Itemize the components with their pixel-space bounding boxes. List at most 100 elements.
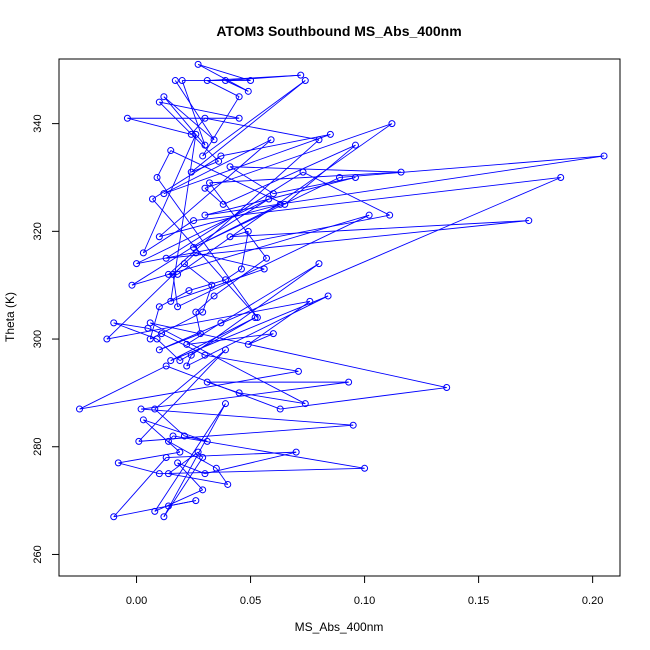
data-point [164,270,172,278]
data-point [153,335,161,343]
series-line-segment [204,155,605,216]
data-point [221,346,229,354]
data-point [162,454,170,462]
data-point [443,384,451,392]
series-line-segment [168,451,199,475]
data-point [180,260,188,268]
data-point [600,152,608,160]
series-line-segment [136,214,390,265]
data-point [265,195,273,203]
data-point [299,168,307,176]
series-line-segment [159,101,240,119]
data-point [221,77,229,85]
series-line-segment [177,462,203,491]
series-line-segment [207,381,240,394]
data-point [199,454,207,462]
data-point [235,114,243,122]
series-line-segment [147,327,162,335]
data-point [226,163,234,171]
data-point [361,464,369,472]
data-point [301,400,309,408]
series-line-segment [220,133,331,157]
series-line-segment [193,177,340,248]
data-point [76,405,84,413]
series-line-segment [172,274,179,307]
data-point [269,190,277,198]
data-point [292,448,300,456]
series-line-segment [152,198,258,318]
data-point [210,292,218,300]
data-point [263,254,271,262]
data-point [160,513,168,521]
data-point [146,319,154,327]
data-point [192,308,200,316]
series-line-segment [163,457,204,518]
data-point [306,297,314,305]
series-line-segment [163,403,226,517]
data-point [187,168,195,176]
data-point [194,448,202,456]
data-point [167,147,175,155]
series-line-segment [248,333,274,345]
data-point [192,130,200,138]
series-line-segment [150,322,447,388]
data-point [203,77,211,85]
series-line-segment [220,263,320,324]
data-point [221,276,229,284]
series-line-segment [79,370,299,410]
data-point [153,173,161,181]
data-point [149,195,156,203]
data-point [203,378,211,386]
data-point [158,330,166,338]
series-line-segment [179,317,256,361]
series-line-segment [191,263,320,356]
series-line-segment [230,166,402,173]
y-axis-label: Theta (K) [3,292,17,342]
series-line-segment [141,381,349,410]
y-tick-label: 280 [32,438,44,456]
data-point [160,93,168,101]
series-line-segment [223,144,356,205]
data-point [210,136,218,144]
series-line-segment [209,171,402,184]
data-point [192,249,200,257]
x-tick-label: 0.15 [468,595,489,607]
data-point [164,502,172,510]
series-line-segment [273,177,356,195]
series-line-segment [154,349,226,410]
data-point [351,173,359,181]
series-line-segment [165,171,304,259]
series-line-segment [284,144,356,205]
series-line-segment [170,268,265,302]
y-axis: 260 280 300 320 340 [32,114,60,564]
data-point [162,254,170,262]
series-line-segment [202,285,213,313]
data-point [219,200,227,208]
series-line-segment [170,317,256,361]
series-line-segment [113,457,167,518]
data-point [174,270,182,278]
y-tick-label: 320 [32,222,44,240]
series-line-segment [202,96,240,157]
data-point [269,330,277,338]
series-line-segment [159,203,281,238]
data-point [178,77,186,85]
series-line-segment [177,123,393,275]
data-point [326,130,334,138]
data-point [171,77,179,85]
data-point [557,173,565,181]
data-point [151,507,159,515]
data-point [281,200,289,208]
data-point [388,120,396,128]
series-line-segment [159,139,272,238]
series-line-segment [166,451,297,458]
series-line-segment [156,150,172,178]
series-line-segment [138,349,226,442]
series-line-segment [193,177,561,222]
data-point [155,98,163,106]
plot-frame [58,58,621,577]
series-line-segment [204,451,297,475]
series-line-segment [154,403,226,512]
series-line-segment [149,306,160,340]
